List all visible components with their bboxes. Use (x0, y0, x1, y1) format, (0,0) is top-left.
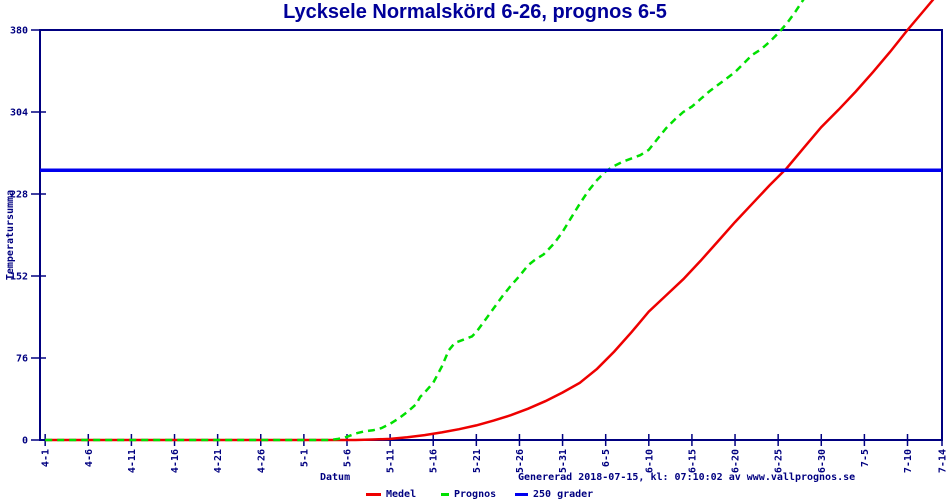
y-tick-label: 152 (10, 272, 28, 283)
x-tick-label: 4-11 (127, 449, 138, 473)
x-tick-label: 4-6 (84, 449, 95, 467)
x-tick-label: 6-5 (601, 449, 612, 467)
x-tick-label: 4-26 (256, 449, 267, 473)
threshold-line-swatch (515, 492, 528, 496)
x-tick-label: 5-1 (299, 449, 310, 467)
x-tick-label: 5-21 (472, 449, 483, 473)
y-tick-label: 76 (16, 354, 28, 365)
x-tick-label: 6-30 (817, 449, 828, 473)
x-tick-label: 5-16 (429, 449, 440, 473)
legend-label-threshold: 250 grader (533, 488, 594, 500)
x-tick-label: 5-31 (558, 449, 569, 473)
medel-line-swatch (366, 492, 381, 496)
x-tick-label: 6-15 (687, 449, 698, 473)
legend-label-prognos: Prognos (454, 488, 497, 500)
x-tick-label: 6-20 (731, 449, 742, 473)
x-tick-label: 4-21 (213, 449, 224, 473)
y-tick-label: 380 (10, 26, 28, 37)
plot-border (39, 29, 943, 441)
x-tick-label: 7-5 (860, 449, 871, 467)
x-tick-label: 4-16 (170, 449, 181, 473)
x-tick-label: 7-10 (903, 449, 914, 473)
x-tick-label: 5-11 (386, 449, 397, 473)
legend-item-prognos: Prognos (441, 488, 496, 500)
x-tick-label: 6-25 (774, 449, 785, 473)
page-title: Lycksele Normalskörd 6-26, prognos 6-5 (283, 1, 667, 23)
x-tick-label: 5-26 (515, 449, 526, 473)
legend-item-threshold: 250 grader (515, 488, 593, 500)
x-axis-label: Datum (320, 472, 351, 483)
series-prognos (45, 0, 805, 442)
x-tick-label: 7-14 (938, 449, 949, 473)
y-axis-title: Temperatursumma (5, 190, 16, 280)
legend-item-medel: Medel (366, 488, 416, 500)
y-tick-label: 304 (10, 108, 28, 119)
prognos-dash-swatch (441, 492, 449, 496)
generated-text: Genererad 2018-07-15, kl: 07:10:02 av ww… (518, 472, 856, 483)
legend-label-medel: Medel (386, 488, 417, 500)
x-tick-label: 6-10 (644, 449, 655, 473)
y-tick-label: 0 (22, 436, 28, 447)
series-medel (45, 0, 935, 442)
x-tick-label: 4-1 (41, 449, 52, 467)
y-tick-label: 228 (10, 190, 28, 201)
x-tick-label: 5-6 (342, 449, 353, 467)
